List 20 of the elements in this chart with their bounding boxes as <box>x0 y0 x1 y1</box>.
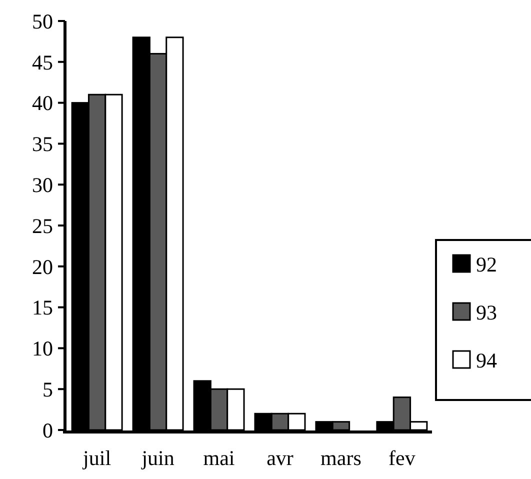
x-tick-label: mars <box>320 446 362 470</box>
y-tick-label: 15 <box>32 296 53 320</box>
x-tick-label: juil <box>82 446 112 470</box>
x-tick-label: avr <box>266 446 294 470</box>
legend-label: 93 <box>476 300 497 324</box>
y-tick-label: 45 <box>32 50 53 74</box>
y-tick-label: 25 <box>32 214 53 238</box>
y-tick-label: 5 <box>42 377 53 402</box>
legend-label: 92 <box>476 252 497 276</box>
legend-label: 94 <box>476 348 498 372</box>
y-tick-label: 10 <box>32 336 53 361</box>
y-tick-label: 30 <box>32 172 53 197</box>
y-tick-label: 0 <box>42 418 53 442</box>
x-tick-label: mai <box>203 446 235 470</box>
y-tick-label: 35 <box>32 132 53 156</box>
y-tick-label: 40 <box>32 91 53 116</box>
x-tick-label: juin <box>140 446 175 470</box>
y-tick-label: 50 <box>32 9 53 34</box>
y-tick-label: 20 <box>32 254 53 279</box>
x-tick-label: fev <box>388 446 416 470</box>
